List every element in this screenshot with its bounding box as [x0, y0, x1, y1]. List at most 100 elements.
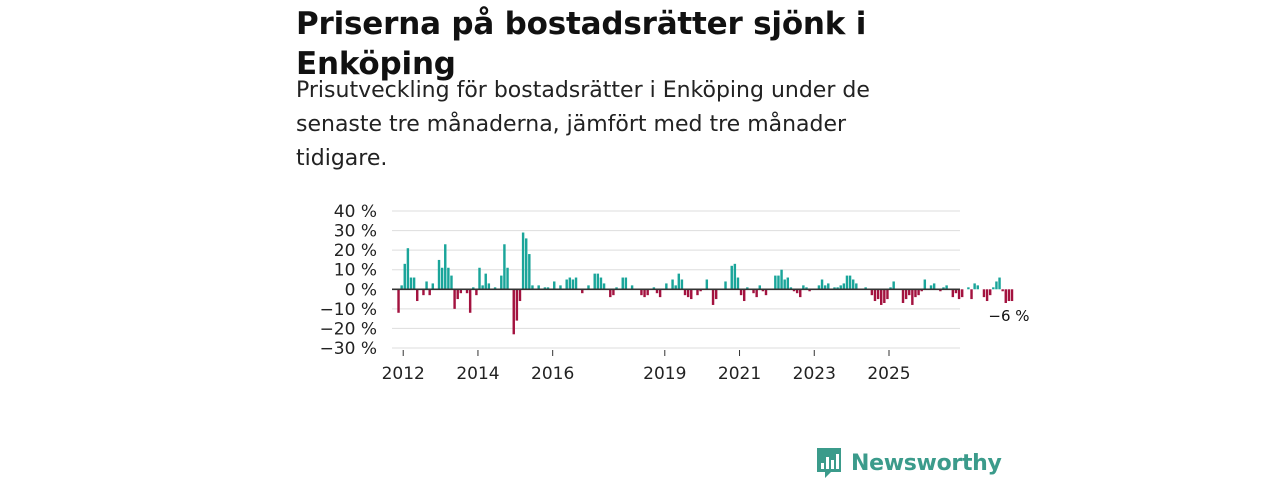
bar	[465, 289, 469, 294]
bar	[621, 277, 624, 290]
bar	[500, 275, 503, 290]
bar	[739, 289, 743, 296]
bar	[403, 263, 406, 290]
bar	[1001, 289, 1004, 292]
bar	[755, 289, 758, 298]
bar	[440, 267, 444, 290]
bar	[565, 279, 568, 290]
bar	[696, 289, 699, 296]
y-tick-label: 0 %	[345, 280, 377, 300]
bar	[680, 279, 684, 290]
logo-bar	[821, 463, 824, 469]
bar	[836, 287, 839, 290]
bar	[484, 273, 487, 290]
bar	[655, 289, 659, 294]
bar	[957, 289, 961, 300]
bar	[864, 287, 867, 290]
bar	[820, 279, 824, 290]
bar	[646, 289, 649, 296]
bar	[802, 285, 805, 290]
bar	[992, 287, 995, 290]
bar	[397, 289, 400, 313]
bar	[982, 289, 986, 298]
bar	[880, 289, 883, 305]
x-tick-label: 2014	[456, 364, 499, 384]
bar	[805, 287, 808, 290]
bar	[640, 289, 643, 296]
bar	[493, 287, 497, 290]
bar	[758, 285, 761, 290]
bar	[478, 267, 481, 290]
newsworthy-logo-icon	[817, 448, 841, 478]
bar	[652, 287, 656, 290]
bar	[546, 287, 550, 290]
bar	[686, 289, 690, 298]
y-tick-label: 20 %	[334, 241, 377, 261]
bar	[736, 277, 740, 290]
bar	[643, 289, 646, 298]
x-axis: 2012 2014 2016 2019 2021 2023 2025	[382, 350, 911, 384]
bar	[764, 289, 768, 296]
bar	[506, 267, 509, 290]
bar	[848, 275, 852, 290]
bar	[683, 289, 687, 296]
y-tick-label: −20 %	[320, 319, 377, 339]
bar	[976, 285, 979, 290]
bar	[531, 285, 534, 290]
bar	[453, 289, 456, 309]
bar	[690, 289, 693, 300]
bar	[596, 273, 600, 290]
bar	[845, 275, 849, 290]
bar	[883, 289, 886, 303]
bar	[512, 289, 515, 335]
bar	[911, 289, 914, 305]
y-tick-label: 40 %	[334, 202, 377, 222]
bar	[908, 289, 911, 296]
bar	[612, 289, 615, 296]
bar	[475, 289, 478, 296]
bar	[481, 285, 484, 290]
bar	[553, 281, 556, 290]
bar	[774, 275, 777, 290]
bars	[397, 232, 1014, 335]
bar	[559, 285, 562, 290]
bar	[459, 289, 463, 294]
bar	[827, 283, 830, 290]
bar	[833, 287, 836, 290]
bar	[665, 283, 668, 290]
bar	[914, 289, 917, 298]
bar	[799, 289, 802, 298]
bar	[581, 289, 584, 294]
bar	[985, 289, 989, 302]
bar	[870, 289, 874, 296]
bar	[886, 289, 889, 300]
bar	[823, 285, 827, 290]
bar	[842, 283, 846, 290]
brand-name: Newsworthy	[851, 450, 1002, 476]
bar	[1007, 289, 1011, 302]
bar	[792, 289, 796, 292]
chart-subtitle: Prisutveckling för bostadsrätter i Enköp…	[296, 78, 870, 171]
bar	[951, 289, 955, 298]
bar	[431, 283, 435, 290]
x-tick-label: 2012	[382, 364, 425, 384]
bar	[917, 289, 920, 296]
bar	[624, 277, 628, 290]
bar	[988, 289, 992, 296]
bar	[574, 277, 578, 290]
bar	[671, 279, 674, 290]
bar	[400, 285, 403, 290]
bar	[602, 283, 606, 290]
x-tick-label: 2023	[793, 364, 836, 384]
bar	[571, 279, 575, 290]
bar	[447, 267, 450, 290]
bar	[543, 287, 547, 290]
bar	[468, 289, 472, 313]
bar	[855, 283, 858, 290]
bar	[587, 285, 590, 290]
bar	[995, 281, 998, 290]
bar	[674, 285, 677, 290]
bar	[428, 289, 431, 296]
bar	[998, 277, 1001, 290]
bar	[929, 285, 933, 290]
